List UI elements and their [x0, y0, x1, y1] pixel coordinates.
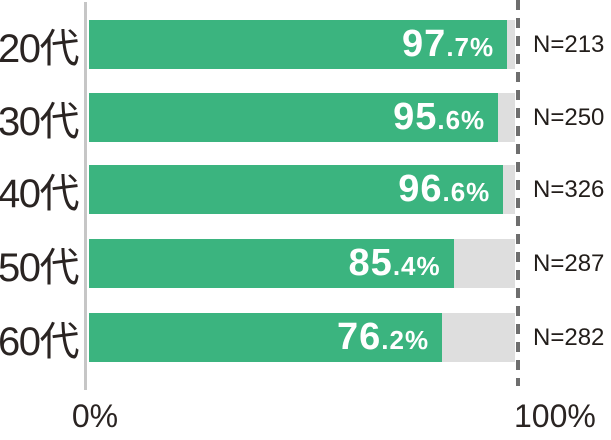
value-label: 96.6% — [398, 168, 503, 211]
bar-row: 50代 85.4% N=287 — [0, 239, 611, 290]
category-label: 50代 — [0, 245, 80, 290]
bar: 97.7% — [89, 20, 508, 69]
bar-row: 40代 96.6% N=326 — [0, 165, 611, 216]
hundred-percent-guide-line — [516, 0, 520, 386]
value-label: 76.2% — [337, 316, 442, 359]
n-label: N=287 — [533, 249, 605, 277]
x-tick-hundred: 100% — [514, 398, 596, 434]
value-int: 85 — [348, 242, 393, 284]
bar-row: 60代 76.2% N=282 — [0, 313, 611, 364]
bar-track-area: 85.4% — [89, 239, 517, 288]
value-int: 95 — [393, 96, 438, 138]
n-label: N=213 — [533, 30, 605, 58]
category-label: 40代 — [0, 171, 80, 216]
value-label: 85.4% — [349, 242, 454, 285]
value-frac: .6% — [442, 177, 491, 207]
category-label: 60代 — [0, 319, 80, 364]
bar-row: 30代 95.6% N=250 — [0, 93, 611, 144]
bar-track-area: 76.2% — [89, 313, 517, 362]
y-axis-line — [84, 2, 87, 390]
bar: 95.6% — [89, 93, 499, 142]
bar-row: 20代 97.7% N=213 — [0, 20, 611, 71]
value-frac: .2% — [381, 325, 430, 355]
value-int: 97 — [402, 23, 447, 65]
bar-track-area: 95.6% — [89, 93, 517, 142]
n-label: N=282 — [533, 323, 605, 351]
value-frac: .7% — [446, 32, 495, 62]
n-label: N=250 — [533, 103, 605, 131]
x-tick-zero: 0% — [71, 398, 119, 434]
value-frac: .4% — [392, 251, 441, 281]
value-label: 95.6% — [393, 96, 498, 139]
bar: 76.2% — [89, 313, 443, 362]
bar-track-area: 97.7% — [89, 20, 517, 69]
bar-track-area: 96.6% — [89, 165, 517, 214]
value-int: 96 — [398, 168, 443, 210]
category-label: 30代 — [0, 99, 80, 144]
bar: 96.6% — [89, 165, 504, 214]
value-frac: .6% — [437, 105, 486, 135]
category-label: 20代 — [0, 26, 80, 71]
bar: 85.4% — [89, 239, 454, 288]
value-int: 76 — [337, 316, 382, 358]
n-label: N=326 — [533, 175, 605, 203]
value-label: 97.7% — [402, 23, 507, 66]
